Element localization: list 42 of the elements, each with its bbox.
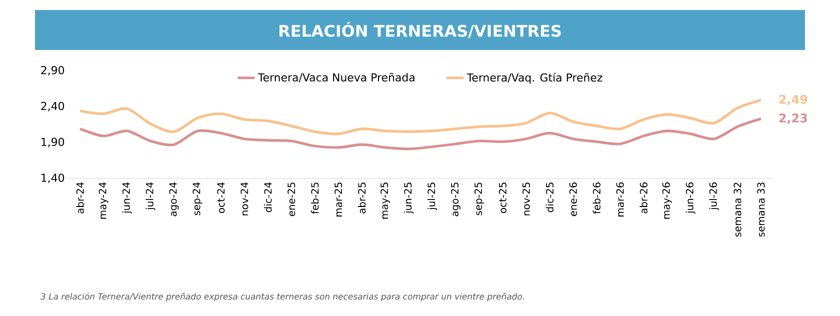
y-tick-label: 1,40 [42, 174, 64, 183]
x-tick-label: ene-26 [569, 182, 577, 216]
x-tick-label: semana 32 [734, 182, 742, 237]
x-tick-label: ago-24 [169, 182, 179, 216]
chart-title: RELACIÓN TERNERAS/VIENTRES [280, 22, 561, 38]
legend-label: Ternera/Vaca Nueva Preñada [258, 72, 414, 82]
x-tick-label: jul-25 [427, 182, 438, 210]
x-tick-label: oct-25 [498, 182, 506, 214]
x-tick-label: abr-24 [76, 182, 84, 214]
x-tick-label: dic-24 [264, 182, 272, 212]
data-label: 2,49 [779, 94, 808, 106]
x-tick-label: jul-24 [146, 182, 156, 210]
legend-label: Ternera/Vaq. Gtía Preñez [466, 72, 602, 84]
x-tick-label: jun-25 [404, 182, 414, 214]
x-tick-label: abr-26 [640, 182, 648, 214]
x-tick-label: feb-26 [592, 182, 600, 214]
y-tick-label: 2,90 [41, 66, 64, 76]
line-series [78, 117, 762, 150]
x-tick-label: jun-24 [122, 182, 132, 214]
x-tick-label: may-24 [98, 182, 108, 219]
x-tick-label: nov-25 [522, 182, 530, 216]
line-series [78, 98, 762, 136]
x-tick-label: jul-26 [709, 182, 719, 210]
x-tick-label: abr-25 [358, 182, 366, 214]
x-tick-label: nov-24 [240, 182, 248, 216]
x-tick-label: mar-25 [334, 182, 342, 216]
x-tick-label: oct-24 [217, 182, 225, 214]
data-label: 2,23 [779, 113, 807, 124]
y-tick-label: 2,40 [41, 102, 64, 112]
x-tick-label: jun-26 [686, 182, 696, 214]
x-tick-label: sep-24 [192, 182, 202, 216]
x-tick-label: ene-25 [288, 182, 296, 216]
y-tick-label: 1,90 [42, 138, 64, 148]
x-tick-label: semana 33 [757, 182, 765, 237]
x-tick-label: may-26 [662, 182, 672, 219]
x-tick-label: may-25 [380, 182, 390, 219]
x-tick-label: dic-25 [546, 182, 554, 212]
x-tick-label: mar-26 [616, 182, 624, 216]
x-tick-label: ago-25 [450, 182, 460, 216]
text: 3 La relación Ternera/Vientre preñado expresa cuantas terneras son necesarias para comprar un vientre preñado. [40, 292, 524, 302]
x-tick-label: sep-25 [474, 182, 484, 216]
x-tick-label: feb-25 [310, 182, 319, 214]
